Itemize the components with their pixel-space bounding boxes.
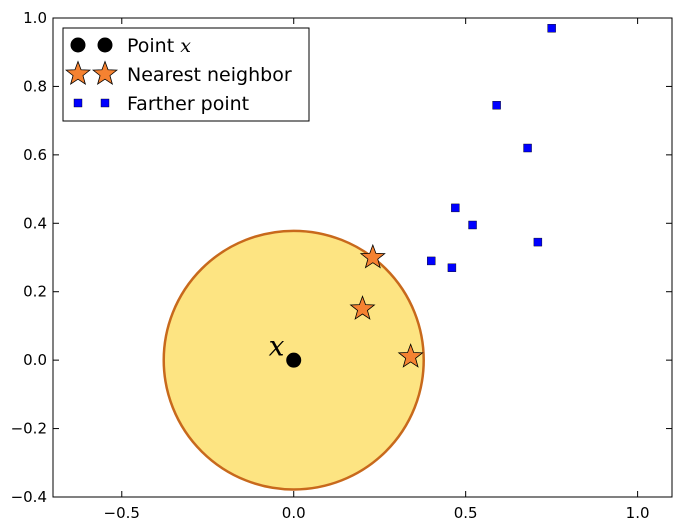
legend-marker bbox=[92, 60, 118, 86]
legend-item-point-x: Point x bbox=[70, 35, 191, 57]
x-tick-label: 1.0 bbox=[626, 504, 650, 522]
y-tick-label: 0.6 bbox=[23, 146, 47, 164]
legend-marker bbox=[100, 98, 110, 108]
legend-marker bbox=[65, 60, 91, 86]
farther-point-marker bbox=[427, 256, 436, 266]
legend: Point x Nearest neighbor Farther point bbox=[62, 27, 310, 122]
legend-marker bbox=[70, 37, 86, 53]
farther-point-marker bbox=[533, 237, 543, 247]
legend-label: Nearest neighbor bbox=[127, 64, 292, 86]
legend-item-nearest-neighbor: Nearest neighbor bbox=[65, 60, 292, 86]
legend-marker bbox=[97, 37, 113, 53]
legend-label-text: Nearest neighbor bbox=[127, 64, 292, 86]
plot-area: x bbox=[162, 24, 556, 491]
y-tick-label: 0.8 bbox=[23, 77, 47, 95]
nearest-neighbor-marker bbox=[359, 243, 386, 269]
legend-label-text: Point bbox=[127, 35, 174, 57]
y-tick-label: 1.0 bbox=[23, 9, 47, 27]
y-tick-label: 0.4 bbox=[23, 214, 47, 232]
y-tick-label: 0.0 bbox=[23, 351, 47, 369]
plot-contents: x bbox=[162, 24, 556, 491]
farther-point-marker bbox=[492, 101, 501, 110]
annotation-label: x bbox=[269, 329, 285, 362]
farther-point-marker bbox=[447, 263, 457, 272]
legend-label-text: Farther point bbox=[127, 93, 249, 115]
legend-item-farther-point: Farther point bbox=[73, 93, 249, 115]
axes: −0.5 0.0 0.5 1.0 −0.4 −0.2 0.0 0.2 0.4 0.6 0.8 1.0 bbox=[11, 9, 673, 522]
farther-point-marker bbox=[523, 143, 532, 153]
legend-label: Farther point bbox=[127, 93, 249, 115]
nearest-neighbor-marker bbox=[349, 295, 376, 320]
legend-marker bbox=[73, 98, 83, 108]
farther-point-marker bbox=[451, 203, 460, 213]
axes-frame bbox=[52, 17, 673, 498]
x-tick-label: 0.0 bbox=[282, 504, 306, 522]
legend-label-math: x bbox=[180, 35, 191, 57]
point-x-marker bbox=[286, 352, 302, 368]
x-tick-label: 0.5 bbox=[454, 504, 478, 522]
y-tick-label: 0.2 bbox=[23, 283, 47, 301]
legend-label: Point x bbox=[127, 35, 191, 57]
y-tick-label: −0.4 bbox=[11, 488, 47, 506]
y-tick-label: −0.2 bbox=[11, 420, 47, 438]
farther-point-marker bbox=[468, 220, 477, 230]
nearest-neighbor-marker bbox=[397, 343, 424, 368]
x-tick-label: −0.5 bbox=[104, 504, 140, 522]
farther-point-marker bbox=[547, 24, 556, 33]
